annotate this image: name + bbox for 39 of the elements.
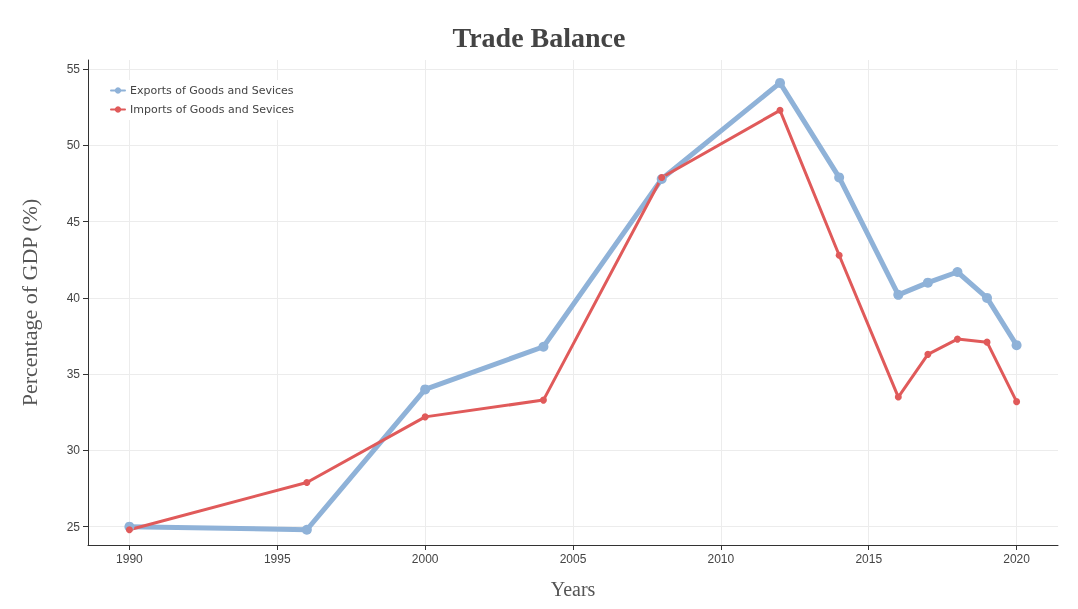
point bbox=[894, 393, 902, 401]
x-tick-label: 2000 bbox=[411, 552, 439, 566]
x-axis-title: Years bbox=[550, 578, 596, 600]
point bbox=[301, 524, 312, 535]
y-tick-label: 35 bbox=[66, 367, 81, 382]
point bbox=[835, 251, 843, 259]
point bbox=[922, 277, 933, 288]
point bbox=[125, 526, 133, 534]
legend-label: Exports of Goods and Sevices bbox=[130, 84, 294, 97]
x-tick-label: 2020 bbox=[1003, 552, 1031, 566]
x-tick-label: 2015 bbox=[855, 552, 883, 566]
point bbox=[539, 396, 547, 404]
point bbox=[538, 341, 549, 352]
y-tick-label: 40 bbox=[66, 290, 81, 305]
y-tick-label: 30 bbox=[66, 443, 81, 458]
x-tick-label: 1990 bbox=[116, 552, 144, 566]
point bbox=[303, 478, 311, 486]
point bbox=[775, 77, 786, 88]
x-tick-label: 2005 bbox=[559, 552, 587, 566]
point bbox=[953, 335, 961, 343]
point bbox=[1013, 398, 1021, 406]
chart-title: Trade Balance bbox=[452, 21, 626, 53]
point bbox=[420, 384, 431, 395]
y-tick-label: 50 bbox=[66, 138, 81, 153]
point bbox=[1011, 340, 1022, 351]
point bbox=[952, 267, 963, 277]
point bbox=[421, 413, 429, 421]
point bbox=[776, 106, 784, 114]
point bbox=[924, 350, 932, 358]
x-tick-label: 2010 bbox=[707, 552, 735, 566]
legend-label: Imports of Goods and Sevices bbox=[130, 103, 295, 116]
y-tick-label: 45 bbox=[66, 214, 81, 229]
y-axis-title: Percentage of GDP (%) bbox=[16, 198, 42, 407]
y-tick-label: 55 bbox=[66, 62, 81, 77]
x-tick-label: 1995 bbox=[263, 552, 291, 566]
point bbox=[982, 292, 993, 303]
point bbox=[893, 289, 904, 300]
point bbox=[834, 172, 845, 183]
y-tick-label: 25 bbox=[66, 519, 81, 534]
